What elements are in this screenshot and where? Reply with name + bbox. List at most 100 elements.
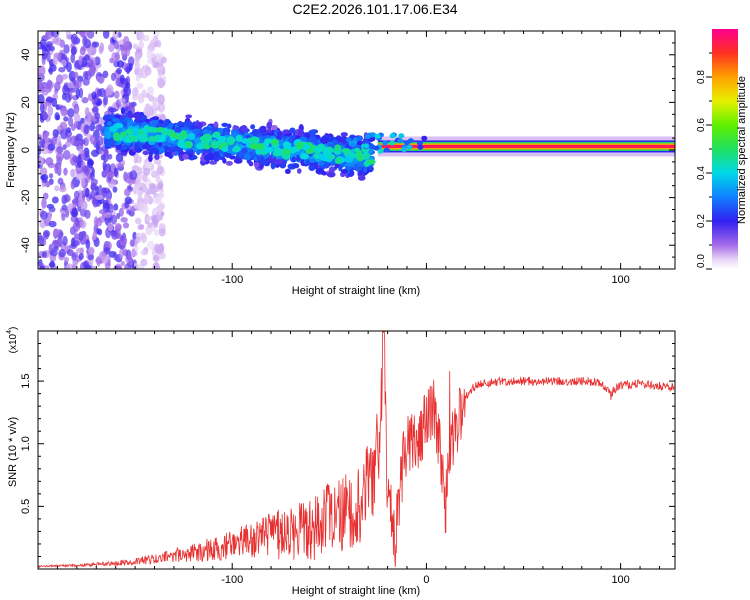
band-mark <box>271 124 278 131</box>
band-peak <box>177 140 185 148</box>
noise-mark <box>133 157 138 164</box>
band-peak <box>295 141 304 150</box>
noise-mark <box>147 221 153 228</box>
noise-mark <box>48 220 57 228</box>
noise-mark <box>109 57 115 64</box>
noise-mark <box>80 45 87 52</box>
band-mark <box>284 168 291 175</box>
noise-mark <box>131 165 140 172</box>
noise-mark <box>146 160 153 169</box>
noise-mark <box>63 116 69 122</box>
noise-mark <box>63 167 68 176</box>
noise-mark <box>62 144 67 150</box>
transition-mark <box>397 138 404 144</box>
transition-mark <box>401 147 408 153</box>
noise-mark <box>96 255 101 267</box>
noise-mark <box>61 213 66 221</box>
band-mark <box>209 160 218 165</box>
colorbar-label: Normalized spectral amplitude <box>736 76 748 224</box>
band-mark <box>127 113 135 119</box>
noise-mark <box>79 208 87 217</box>
noise-mark <box>88 246 95 256</box>
noise-mark <box>52 129 59 138</box>
band-mark <box>308 129 317 135</box>
noise-mark <box>65 93 72 103</box>
noise-mark <box>102 160 107 172</box>
band-mark <box>193 137 202 145</box>
noise-mark <box>126 65 131 75</box>
band-mark <box>235 151 242 156</box>
band-mark <box>296 168 302 174</box>
noise-mark <box>94 112 101 120</box>
noise-mark <box>113 90 120 99</box>
noise-mark <box>87 253 94 261</box>
noise-mark <box>119 247 124 259</box>
noise-mark <box>135 75 141 82</box>
noise-mark <box>157 94 165 105</box>
noise-mark <box>58 66 66 73</box>
snr-ticks: -100 0 100 0.5 1.0 1.5 <box>20 331 675 586</box>
noise-mark <box>131 250 138 257</box>
band-mark <box>170 147 176 153</box>
band-peak <box>203 144 211 150</box>
noise-mark <box>54 228 61 236</box>
band-peak <box>199 135 210 142</box>
noise-mark <box>42 192 49 200</box>
noise-mark <box>67 81 74 89</box>
noise-mark <box>157 162 162 173</box>
band-mark <box>154 154 160 160</box>
noise-mark <box>152 196 161 204</box>
heatmap-data <box>38 31 675 269</box>
band-mark <box>121 121 128 127</box>
band-peak <box>264 138 273 144</box>
band-mark <box>313 161 319 170</box>
band-mark <box>358 170 363 176</box>
noise-mark <box>41 197 47 209</box>
noise-mark <box>96 116 105 126</box>
colorbar-ticks: 0.0 0.2 0.4 0.6 0.8 <box>696 52 712 270</box>
band-peak <box>132 127 140 135</box>
noise-mark <box>137 201 146 212</box>
transition-mark <box>374 133 381 139</box>
noise-mark <box>84 187 90 198</box>
noise-mark <box>55 114 61 121</box>
band-mark <box>253 161 260 168</box>
noise-mark <box>79 87 84 99</box>
band-peak <box>160 127 169 136</box>
noise-mark <box>94 56 101 66</box>
noise-mark <box>116 67 123 75</box>
band-mark <box>259 159 269 166</box>
band-peak <box>341 148 351 154</box>
noise-mark <box>72 221 81 232</box>
band-peak <box>299 153 310 160</box>
band-peak <box>250 136 260 144</box>
noise-mark <box>120 235 125 241</box>
noise-mark <box>108 250 116 258</box>
noise-mark <box>75 165 83 174</box>
noise-mark <box>80 149 86 160</box>
noise-mark <box>135 177 140 186</box>
noise-mark <box>82 78 90 86</box>
band-mark <box>291 163 300 169</box>
noise-mark <box>76 141 84 152</box>
noise-mark <box>137 190 142 199</box>
band-mark <box>248 161 254 167</box>
band-peak <box>273 147 283 156</box>
band-peak <box>235 135 243 142</box>
noise-mark <box>38 265 45 269</box>
colorbar-gradient <box>712 29 738 269</box>
noise-mark <box>55 104 60 111</box>
noise-mark <box>155 57 162 63</box>
band-peak <box>363 153 371 160</box>
noise-mark <box>118 207 124 217</box>
noise-mark <box>47 105 54 117</box>
band-mark <box>310 136 317 143</box>
noise-mark <box>98 88 106 98</box>
noise-mark <box>140 249 148 256</box>
noise-mark <box>135 53 141 64</box>
noise-mark <box>96 228 103 236</box>
noise-mark <box>75 87 81 99</box>
noise-mark <box>38 156 44 166</box>
band-mark <box>251 128 259 137</box>
noise-mark <box>73 190 80 200</box>
